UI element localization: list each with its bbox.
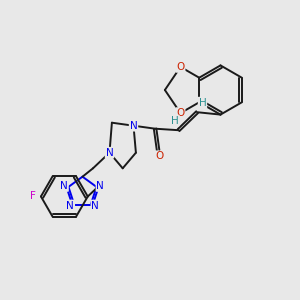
Text: N: N [130, 121, 137, 131]
Text: F: F [30, 191, 35, 202]
Text: H: H [199, 98, 206, 108]
Text: N: N [67, 200, 74, 211]
Text: O: O [176, 108, 184, 118]
Text: H: H [171, 116, 179, 126]
Text: O: O [156, 151, 164, 161]
Text: N: N [92, 200, 99, 211]
Text: O: O [176, 62, 184, 72]
Text: N: N [60, 181, 68, 191]
Text: N: N [97, 181, 104, 191]
Text: N: N [106, 148, 113, 158]
